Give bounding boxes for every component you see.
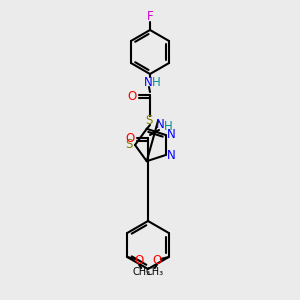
Text: S: S: [145, 113, 153, 127]
Text: N: N: [144, 76, 152, 88]
Text: S: S: [125, 139, 133, 152]
Text: O: O: [125, 133, 135, 146]
Text: O: O: [128, 89, 136, 103]
Text: N: N: [156, 118, 164, 131]
Text: O: O: [152, 254, 161, 268]
Text: CH₃: CH₃: [146, 267, 164, 277]
Text: N: N: [167, 128, 175, 140]
Text: CH₃: CH₃: [132, 267, 150, 277]
Text: N: N: [167, 149, 175, 163]
Text: H: H: [164, 119, 172, 133]
Text: H: H: [152, 76, 160, 89]
Text: F: F: [147, 10, 153, 22]
Text: O: O: [135, 254, 144, 268]
